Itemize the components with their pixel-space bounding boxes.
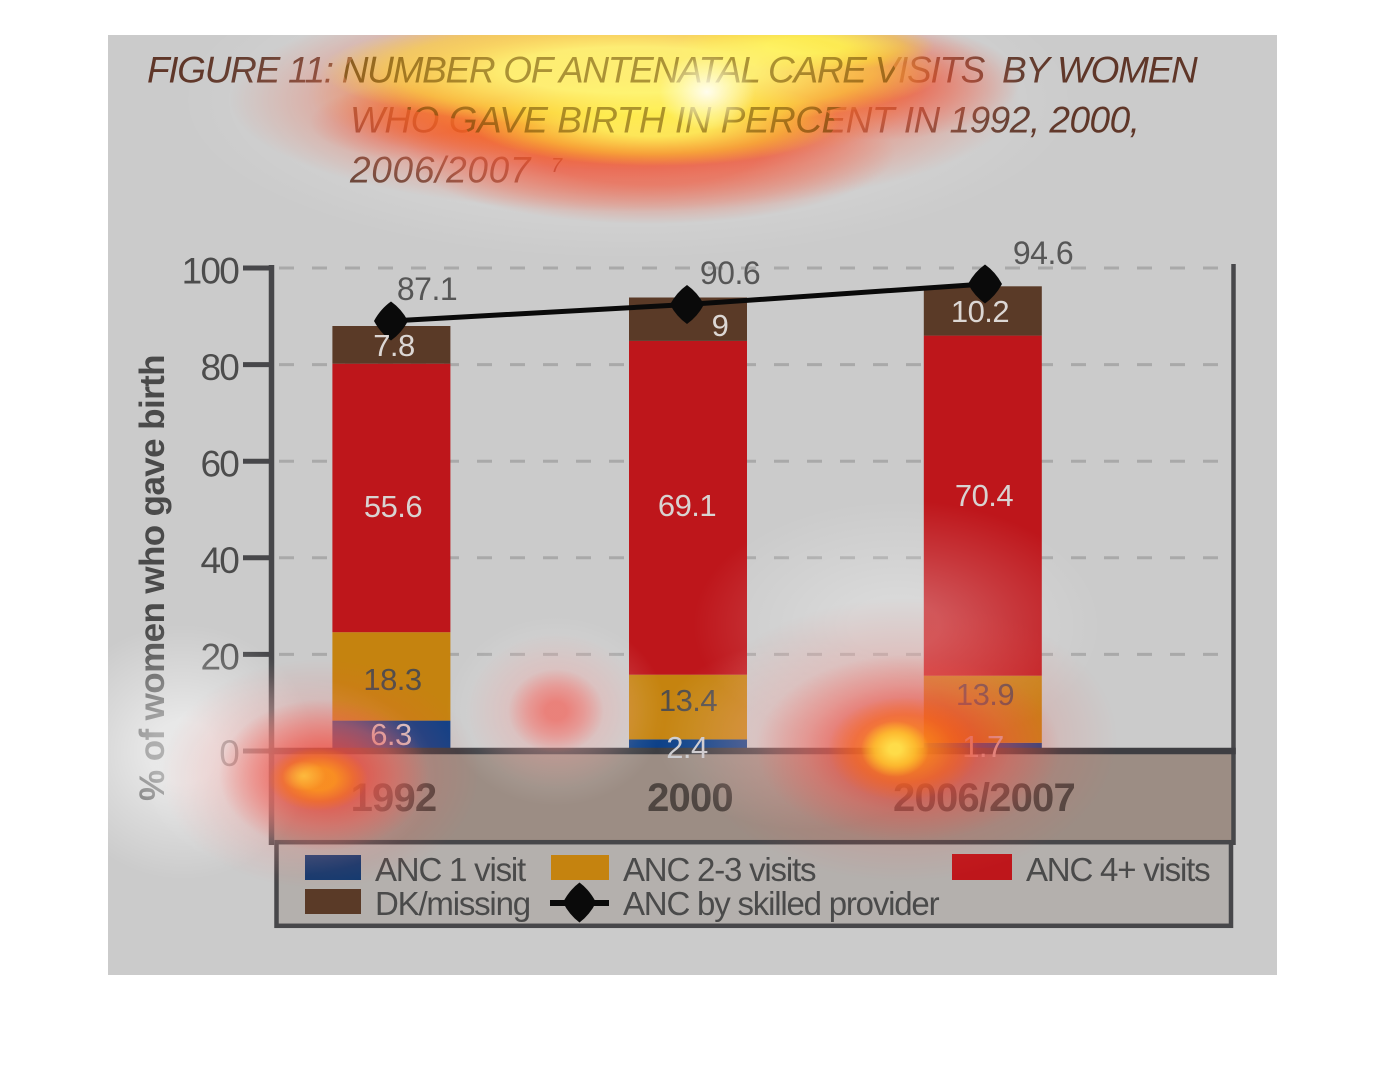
svg-text:0: 0 — [219, 733, 239, 774]
svg-text:% of women who gave birth: % of women who gave birth — [133, 355, 172, 801]
svg-text:ANC by skilled provider: ANC by skilled provider — [623, 885, 940, 922]
svg-text:2000: 2000 — [647, 776, 733, 820]
svg-text:55.6: 55.6 — [364, 489, 422, 524]
svg-text:2006/2007: 2006/2007 — [349, 150, 532, 191]
svg-text:13.9: 13.9 — [956, 677, 1014, 712]
svg-text:69.1: 69.1 — [658, 488, 716, 523]
svg-text:40: 40 — [200, 540, 239, 581]
svg-text:60: 60 — [200, 444, 239, 485]
svg-text:94.6: 94.6 — [1013, 235, 1073, 271]
svg-text:87.1: 87.1 — [397, 271, 457, 307]
svg-text:ANC 4+ visits: ANC 4+ visits — [1026, 851, 1210, 888]
svg-text:18.3: 18.3 — [363, 662, 421, 697]
svg-text:1.7: 1.7 — [962, 729, 1004, 764]
svg-text:WHO GAVE BIRTH IN PERCENT IN 1: WHO GAVE BIRTH IN PERCENT IN 1992, 2000, — [350, 100, 1139, 141]
svg-text:7: 7 — [551, 155, 563, 177]
svg-text:1992: 1992 — [351, 776, 437, 820]
svg-text:80: 80 — [200, 347, 239, 388]
svg-text:ANC 2-3 visits: ANC 2-3 visits — [623, 851, 816, 888]
svg-text:2.4: 2.4 — [666, 730, 708, 765]
svg-text:10.2: 10.2 — [951, 294, 1009, 329]
svg-text:9: 9 — [712, 308, 729, 343]
svg-text:6.3: 6.3 — [370, 717, 412, 752]
svg-text:ANC 1 visit: ANC 1 visit — [375, 851, 526, 888]
svg-text:7.8: 7.8 — [373, 328, 415, 363]
svg-text:90.6: 90.6 — [700, 255, 760, 291]
svg-text:70.4: 70.4 — [955, 478, 1014, 513]
svg-text:13.4: 13.4 — [659, 683, 718, 718]
svg-text:20: 20 — [200, 637, 239, 678]
svg-text:100: 100 — [182, 251, 240, 292]
svg-text:FIGURE 11: NUMBER OF ANTENATAL: FIGURE 11: NUMBER OF ANTENATAL CARE VISI… — [147, 50, 1198, 91]
svg-text:DK/missing: DK/missing — [375, 885, 530, 922]
svg-text:2006/2007: 2006/2007 — [893, 776, 1075, 820]
